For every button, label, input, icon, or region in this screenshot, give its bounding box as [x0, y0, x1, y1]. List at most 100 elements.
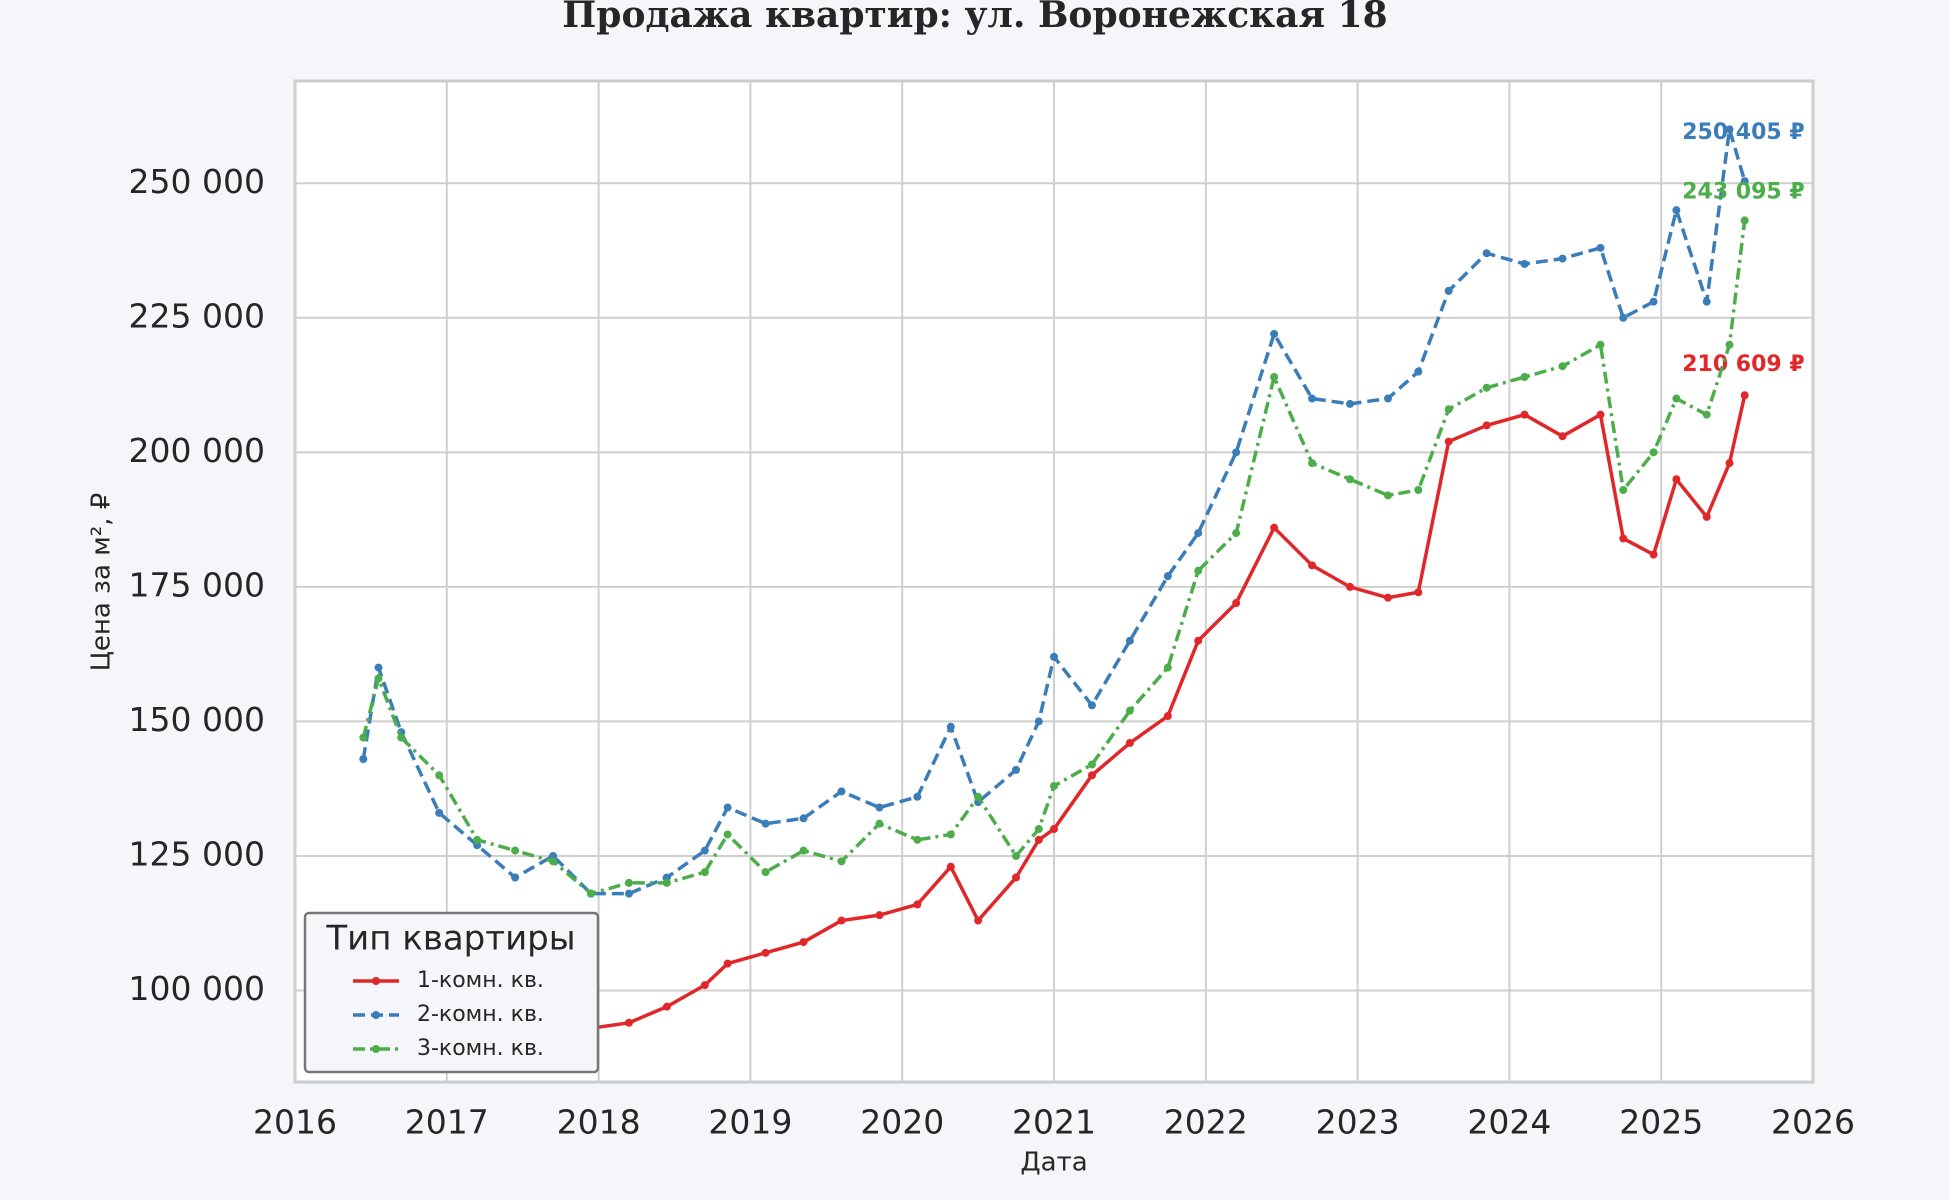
x-tick-label: 2022	[1164, 1103, 1248, 1142]
point	[700, 981, 709, 990]
x-axis-label: Дата	[1020, 1148, 1087, 1178]
point	[1034, 717, 1043, 726]
point	[1034, 835, 1043, 844]
x-tick-label: 2019	[708, 1103, 792, 1142]
point	[723, 803, 732, 812]
legend-marker	[372, 1045, 380, 1053]
point	[1702, 512, 1711, 521]
point	[837, 857, 846, 866]
x-tick-label: 2017	[405, 1103, 489, 1142]
point	[1558, 254, 1567, 263]
y-tick-label: 150 000	[129, 700, 265, 739]
point	[359, 733, 368, 742]
grid: 100 000 125 000 150 000 175 000 200 000 225 0…	[129, 81, 1855, 1142]
point	[875, 819, 884, 828]
point	[1482, 421, 1491, 430]
point	[974, 792, 983, 801]
point	[1520, 372, 1529, 381]
point	[700, 868, 709, 877]
point	[1087, 701, 1096, 710]
point	[1596, 243, 1605, 252]
point	[1444, 405, 1453, 414]
point	[397, 733, 406, 742]
point	[1050, 652, 1058, 661]
y-tick-label: 250 000	[129, 162, 265, 201]
point	[1725, 459, 1734, 468]
point	[1740, 177, 1749, 186]
point	[1702, 297, 1711, 306]
point	[761, 948, 770, 957]
legend-box	[303, 911, 600, 1074]
point	[1725, 340, 1734, 349]
point	[1194, 529, 1203, 538]
end-label: 210 609 ₽	[1682, 352, 1804, 377]
point	[723, 959, 732, 968]
y-tick-label: 225 000	[129, 296, 265, 335]
point	[1740, 216, 1749, 225]
point	[799, 938, 808, 947]
point	[1163, 712, 1172, 721]
point	[913, 792, 922, 801]
point	[1520, 259, 1529, 268]
point	[374, 674, 383, 683]
point	[662, 878, 671, 887]
series: 210 609 ₽ 250 405 ₽ 243 095 ₽	[359, 120, 1805, 1033]
point	[1087, 771, 1096, 780]
legend-label: 2-комн. кв.	[417, 1002, 544, 1027]
point	[1270, 372, 1279, 381]
point	[1444, 286, 1453, 295]
point	[913, 835, 922, 844]
point	[1232, 599, 1241, 608]
y-tick-label: 125 000	[129, 834, 265, 873]
point	[1619, 534, 1628, 543]
legend-marker	[372, 1011, 380, 1019]
y-tick-label: 175 000	[129, 565, 265, 604]
point	[624, 878, 633, 887]
point	[1649, 448, 1658, 457]
point	[1649, 550, 1658, 559]
point	[1125, 706, 1134, 715]
x-tick-label: 2025	[1619, 1103, 1703, 1142]
point	[511, 846, 520, 855]
point	[1725, 125, 1734, 134]
point	[1125, 738, 1134, 747]
point	[1270, 329, 1279, 338]
point	[1346, 475, 1355, 484]
point	[1558, 432, 1567, 441]
point	[1596, 340, 1605, 349]
point	[1194, 636, 1203, 645]
point	[1087, 760, 1096, 769]
point	[511, 873, 520, 882]
point	[1740, 391, 1749, 400]
point	[1649, 297, 1658, 306]
point	[435, 808, 444, 817]
point	[837, 787, 846, 796]
point	[1050, 782, 1058, 791]
legend: Тип квартиры 1-комн. кв. 2-комн. кв. 3-комн…	[303, 911, 600, 1074]
legend-label: 1-комн. кв.	[417, 968, 544, 993]
point	[662, 1002, 671, 1011]
y-tick-label: 100 000	[129, 969, 265, 1008]
point	[1163, 663, 1172, 672]
x-tick-label: 2018	[557, 1103, 641, 1142]
legend-label: 3-комн. кв.	[417, 1036, 544, 1061]
legend-title: Тип квартиры	[325, 919, 575, 959]
point	[1520, 410, 1529, 419]
point	[1163, 572, 1172, 581]
point	[875, 803, 884, 812]
point	[1672, 475, 1681, 484]
point	[946, 830, 955, 839]
point	[1482, 383, 1491, 392]
end-label: 250 405 ₽	[1682, 120, 1804, 145]
point	[1414, 367, 1423, 376]
point	[1383, 491, 1392, 500]
point	[435, 771, 444, 780]
point	[1596, 410, 1605, 419]
point	[946, 862, 955, 871]
point	[700, 846, 709, 855]
point	[624, 1018, 633, 1027]
x-tick-label: 2023	[1316, 1103, 1400, 1142]
point	[946, 722, 955, 731]
point	[1414, 486, 1423, 495]
